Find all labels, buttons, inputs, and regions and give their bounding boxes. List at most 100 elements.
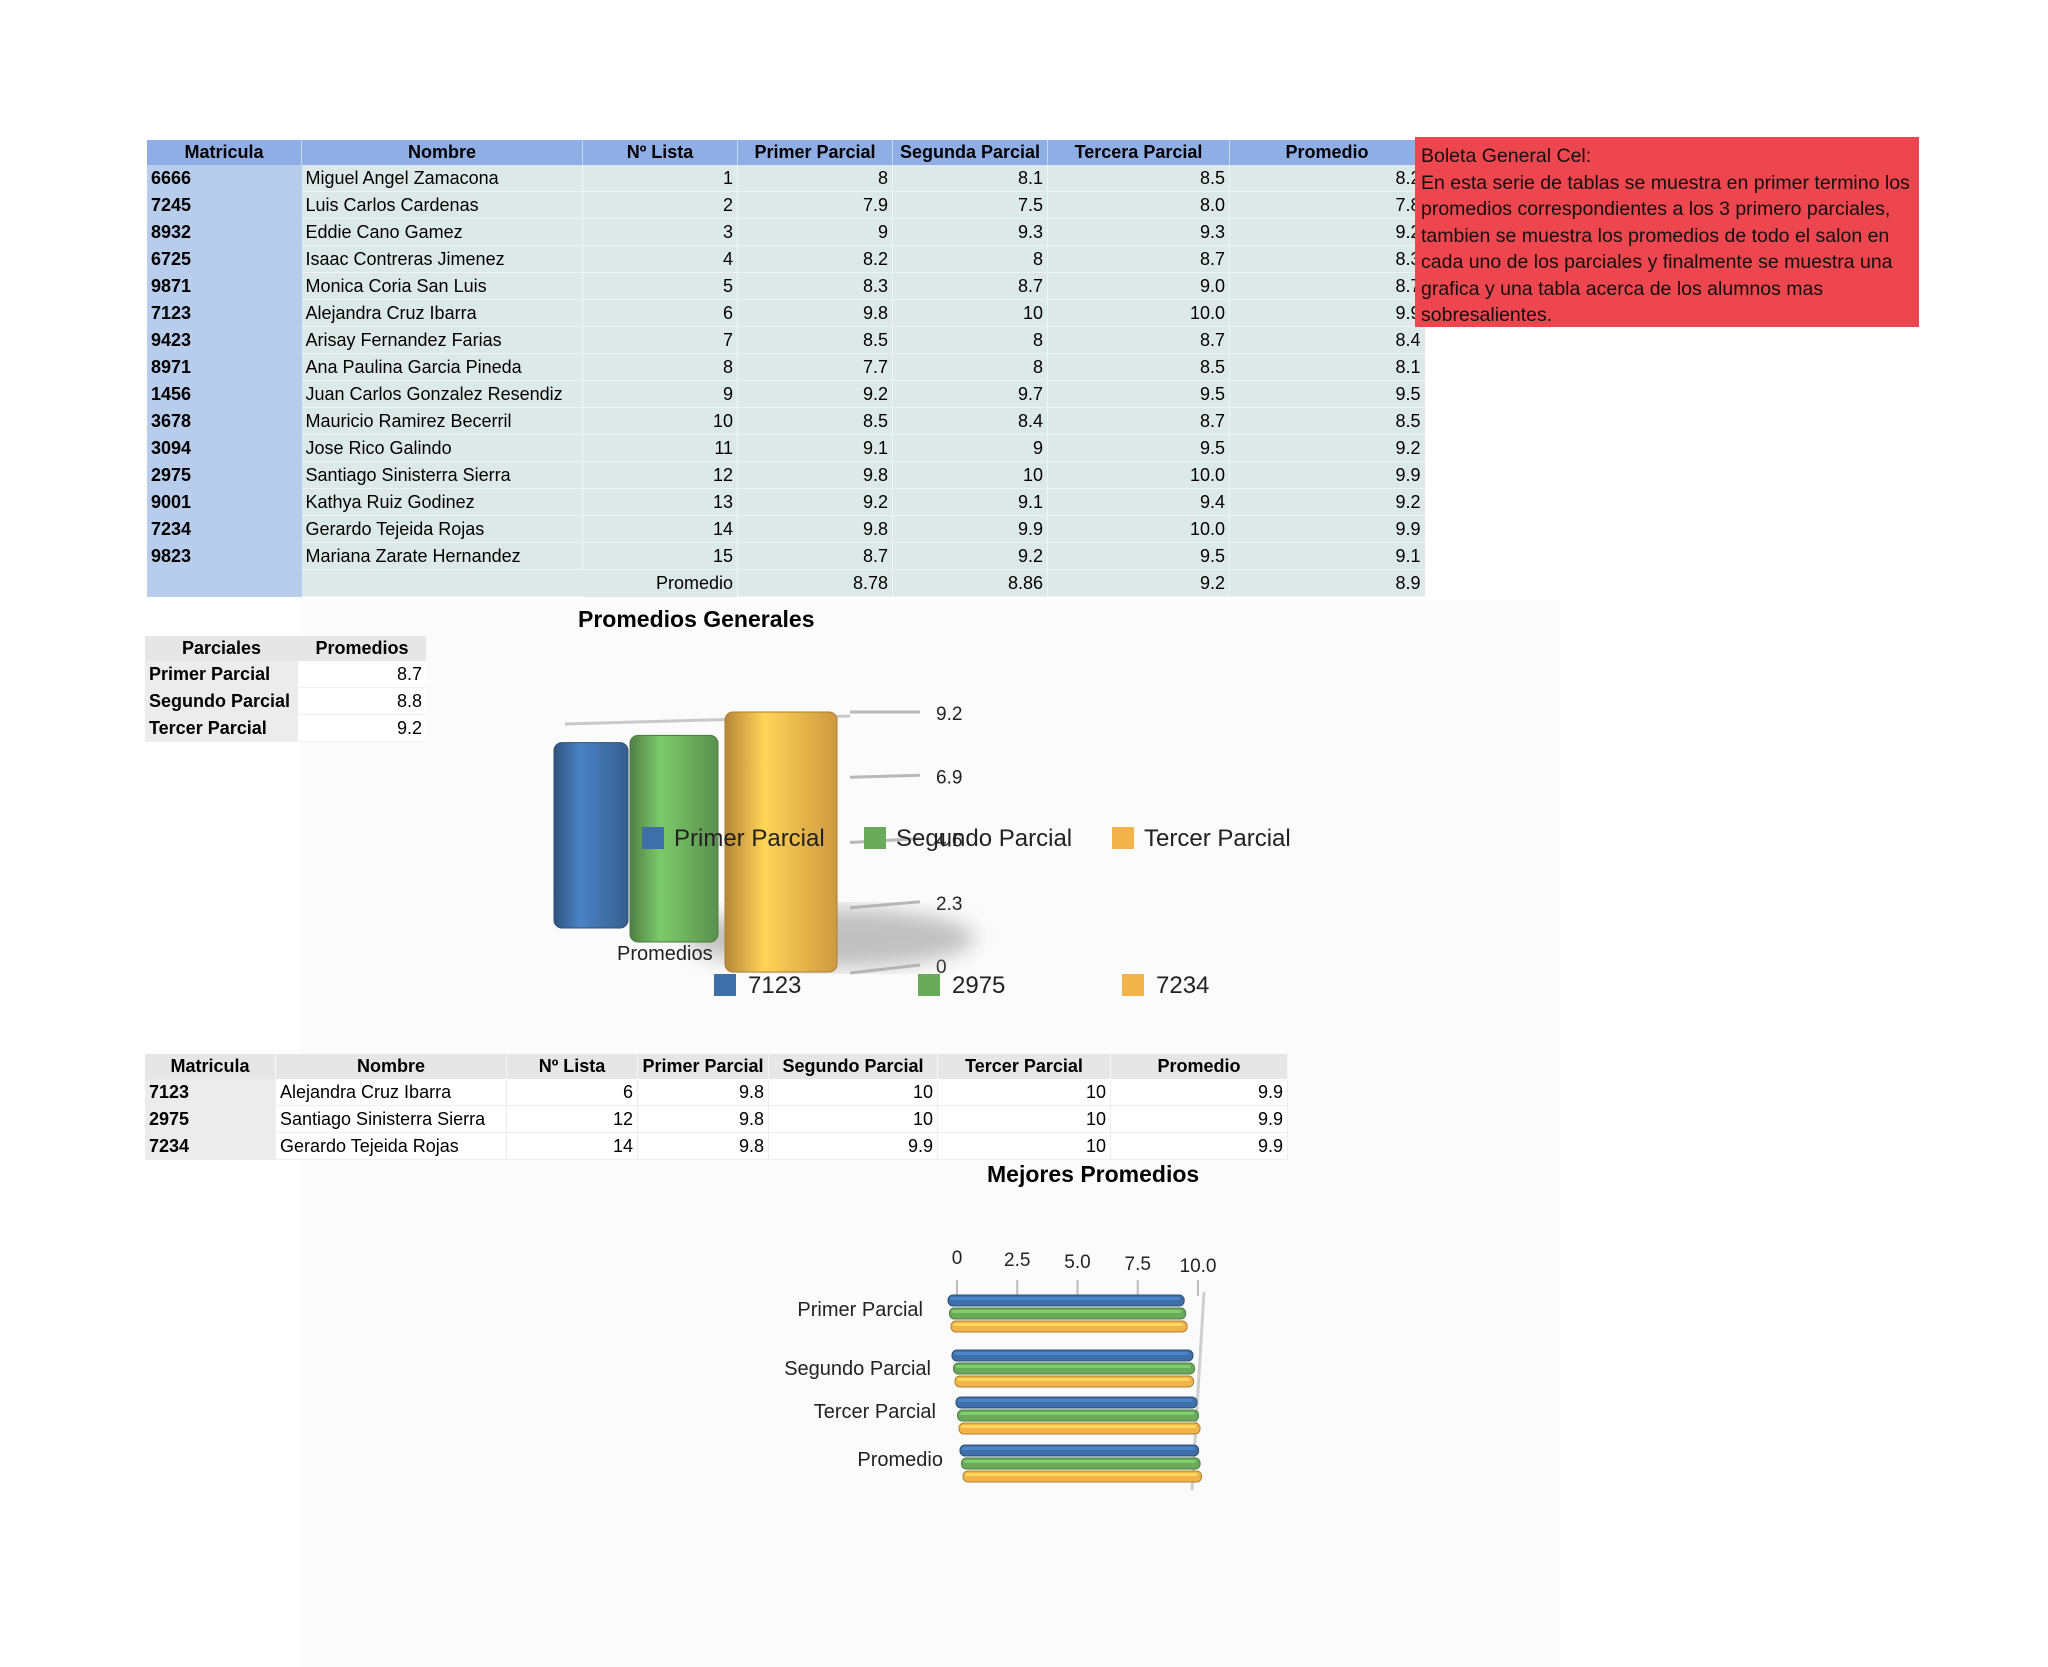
header-nombre[interactable]: Nombre — [301, 140, 583, 165]
header-primer-parcial[interactable]: Primer Parcial — [737, 140, 893, 165]
table-row[interactable]: 9871 Monica Coria San Luis 5 8.3 8.7 9.0 8.7 — [147, 272, 1425, 300]
cell-primer: 9.1 — [737, 434, 893, 462]
cell-segundo: 7.5 — [892, 191, 1048, 219]
cell-lista: 7 — [582, 326, 738, 354]
cell-lista: 12 — [582, 461, 738, 489]
chart-title-mejores-promedios: Mejores Promedios — [987, 1161, 1200, 1187]
header-tercera-parcial[interactable]: Tercera Parcial — [1047, 140, 1230, 165]
cell-lista: 11 — [582, 434, 738, 462]
header-promedios[interactable]: Promedios — [298, 636, 426, 661]
x-category-label: Promedios — [617, 943, 713, 965]
table-row[interactable]: 7123 Alejandra Cruz Ibarra 6 9.8 10 10.0 9.9 — [147, 299, 1425, 327]
cell-primer: 7.9 — [737, 191, 893, 219]
cell-segundo: 9.1 — [892, 488, 1048, 516]
cell-empty — [301, 569, 583, 597]
cell-lista: 8 — [582, 353, 738, 381]
table-row[interactable]: 9423 Arisay Fernandez Farias 7 8.5 8 8.7 8.4 — [147, 326, 1425, 354]
table-row[interactable]: 7245 Luis Carlos Cardenas 2 7.9 7.5 8.0 7.8 — [147, 191, 1425, 219]
cell-nombre: Eddie Cano Gamez — [301, 218, 583, 246]
header-parciales[interactable]: Parciales — [145, 636, 298, 661]
cell-primer: 9.2 — [737, 380, 893, 408]
cell-tercero: 9.5 — [1047, 542, 1230, 570]
cell-promedio: 8.1 — [1229, 353, 1425, 381]
cell-matricula: 8932 — [147, 218, 302, 246]
legend-label: 7123 — [748, 972, 801, 999]
header-segundo-parcial[interactable]: Segundo Parcial — [768, 1054, 938, 1079]
legend-swatch — [714, 974, 736, 996]
mejores-promedios-chart[interactable]: 0 2.5 5.0 7.5 10.0 Primer Parcial Segundo Parc… — [760, 1230, 1260, 1530]
cell-nombre: Juan Carlos Gonzalez Resendiz — [301, 380, 583, 408]
x-tick-label: 7.5 — [1125, 1254, 1151, 1275]
cell-tercero: 8.7 — [1047, 245, 1230, 273]
cell-matricula: 2975 — [147, 461, 302, 489]
table-row[interactable]: 9001 Kathya Ruiz Godinez 13 9.2 9.1 9.4 9.2 — [147, 488, 1425, 516]
header-matricula[interactable]: Matricula — [147, 140, 302, 165]
header-promedio[interactable]: Promedio — [1110, 1054, 1288, 1079]
header-matricula[interactable]: Matricula — [145, 1054, 276, 1079]
cell-nombre: Mauricio Ramirez Becerril — [301, 407, 583, 435]
cell-primer: 9.8 — [737, 461, 893, 489]
average-row[interactable]: Promedio 8.78 8.86 9.2 8.9 — [147, 569, 1425, 597]
cell-tercero: 8.0 — [1047, 191, 1230, 219]
bar-7234-primer-parcial — [950, 1320, 1188, 1333]
table-row[interactable]: 6666 Miguel Angel Zamacona 1 8 8.1 8.5 8.2 — [147, 165, 1425, 192]
cell-nombre: Luis Carlos Cardenas — [301, 191, 583, 219]
cell-lista: 9 — [582, 380, 738, 408]
promedios-generales-chart[interactable]: 0 2.3 4.6 6.9 9.2 Promedios Primer Parcial Segu… — [520, 680, 1400, 1010]
table-row[interactable]: Tercer Parcial 9.2 — [145, 714, 426, 742]
gridline — [849, 773, 921, 779]
legend-label: Primer Parcial — [674, 825, 825, 852]
header-lista[interactable]: Nº Lista — [582, 140, 738, 165]
cell-matricula: 7234 — [147, 515, 302, 543]
bar-7123-tercer-parcial — [955, 1396, 1198, 1409]
cell-nombre: Ana Paulina Garcia Pineda — [301, 353, 583, 381]
table-row[interactable]: Primer Parcial 8.7 — [145, 661, 426, 688]
cell-lista: 6 — [506, 1079, 638, 1106]
table-row[interactable]: 9823 Mariana Zarate Hernandez 15 8.7 9.2 9.5 9… — [147, 542, 1425, 570]
table-row[interactable]: 2975 Santiago Sinisterra Sierra 12 9.8 10 10.… — [147, 461, 1425, 489]
cell-promedio: 9.2 — [1229, 488, 1425, 516]
table-row[interactable]: 7234 Gerardo Tejeida Rojas 14 9.8 9.9 10 9.9 — [145, 1132, 1288, 1160]
header-tercer-parcial[interactable]: Tercer Parcial — [937, 1054, 1111, 1079]
cell-matricula: 2975 — [145, 1105, 276, 1133]
description-note[interactable]: Boleta General Cel: En esta serie de tab… — [1415, 137, 1919, 327]
table-row[interactable]: 3094 Jose Rico Galindo 11 9.1 9 9.5 9.2 — [147, 434, 1425, 462]
table-row[interactable]: 8971 Ana Paulina Garcia Pineda 8 7.7 8 8.5 8.1 — [147, 353, 1425, 381]
axis-back — [1190, 1291, 1206, 1491]
header-nombre[interactable]: Nombre — [275, 1054, 507, 1079]
bar-7234-segundo-parcial — [954, 1375, 1195, 1388]
y-category-label: Primer Parcial — [797, 1299, 923, 1321]
cell-nombre: Santiago Sinisterra Sierra — [275, 1105, 507, 1133]
cell-nombre: Arisay Fernandez Farias — [301, 326, 583, 354]
bar-highlight — [957, 1378, 1190, 1381]
cell-lista: 4 — [582, 245, 738, 273]
bar-2975-primer-parcial — [949, 1307, 1187, 1320]
header-segunda-parcial[interactable]: Segunda Parcial — [892, 140, 1048, 165]
table-row[interactable]: 3678 Mauricio Ramirez Becerril 10 8.5 8.4 8.7… — [147, 407, 1425, 435]
table-row[interactable]: 6725 Isaac Contreras Jimenez 4 8.2 8 8.7 8.3 — [147, 245, 1425, 273]
cell-primer: 8.2 — [737, 245, 893, 273]
cell-promedio: 9.9 — [1229, 515, 1425, 543]
cell-segundo: 8.7 — [892, 272, 1048, 300]
table-row[interactable]: 7123 Alejandra Cruz Ibarra 6 9.8 10 10 9.9 — [145, 1079, 1288, 1106]
cell-tercero: 9.4 — [1047, 488, 1230, 516]
table-row[interactable]: 1456 Juan Carlos Gonzalez Resendiz 9 9.2 9.7… — [147, 380, 1425, 408]
bar-highlight — [965, 1473, 1198, 1476]
cell-tercero: 10.0 — [1047, 515, 1230, 543]
header-promedio[interactable]: Promedio — [1229, 140, 1425, 165]
cell-nombre: Mariana Zarate Hernandez — [301, 542, 583, 570]
cell-segundo: 10 — [892, 461, 1048, 489]
table-row[interactable]: 8932 Eddie Cano Gamez 3 9 9.3 9.3 9.2 — [147, 218, 1425, 246]
parcial-value: 8.7 — [298, 661, 426, 688]
table-row[interactable]: 7234 Gerardo Tejeida Rojas 14 9.8 9.9 10.0 9.9 — [147, 515, 1425, 543]
cell-matricula: 7245 — [147, 191, 302, 219]
cell-tercero: 9.3 — [1047, 218, 1230, 246]
average-value: 8.9 — [1229, 569, 1425, 597]
header-lista[interactable]: Nº Lista — [506, 1054, 638, 1079]
table-row[interactable]: Segundo Parcial 8.8 — [145, 687, 426, 715]
cell-matricula: 7123 — [147, 299, 302, 327]
cell-tercero: 9.5 — [1047, 380, 1230, 408]
cell-primer: 9.8 — [637, 1079, 769, 1106]
table-row[interactable]: 2975 Santiago Sinisterra Sierra 12 9.8 10 10 9… — [145, 1105, 1288, 1133]
header-primer-parcial[interactable]: Primer Parcial — [637, 1054, 769, 1079]
